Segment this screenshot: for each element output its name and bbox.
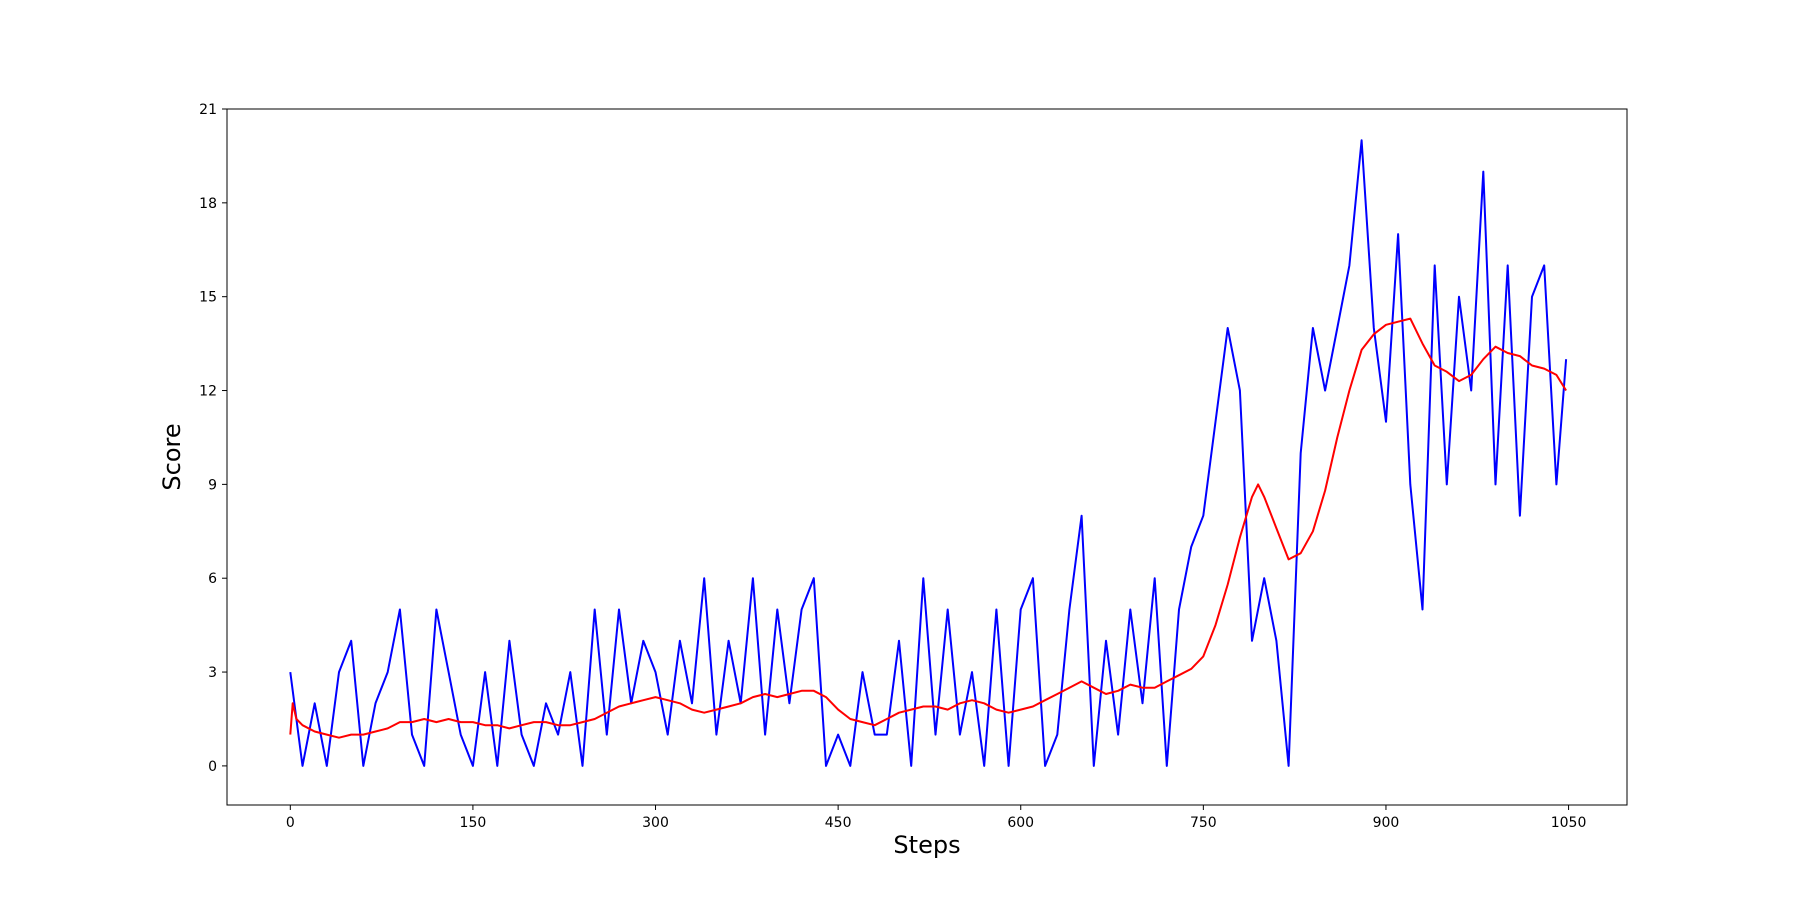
- series-line-1: [289, 139, 1568, 767]
- y-tick-label: 15: [199, 290, 217, 306]
- x-axis-ticks: 0 150 300 450 600 750 900 1050: [286, 805, 1587, 831]
- x-tick-label: 0: [286, 815, 295, 831]
- x-tick-label: 450: [825, 815, 852, 831]
- series-line-2: [289, 317, 1567, 739]
- y-tick-label: 6: [208, 571, 217, 587]
- y-tick-label: 9: [208, 477, 217, 493]
- x-tick-label: 300: [642, 815, 669, 831]
- y-tick-label: 12: [199, 384, 217, 400]
- y-tick-label: 0: [208, 759, 217, 775]
- y-tick-label: 18: [199, 196, 217, 212]
- x-axis-title: Steps: [893, 831, 960, 859]
- y-tick-label: 3: [208, 665, 217, 681]
- y-tick-label: 21: [199, 102, 217, 118]
- x-tick-label: 750: [1190, 815, 1217, 831]
- plot-frame: [226, 108, 1628, 806]
- x-tick-label: 600: [1007, 815, 1034, 831]
- y-axis-title: Score: [158, 423, 186, 490]
- x-tick-label: 900: [1373, 815, 1400, 831]
- x-tick-label: 1050: [1551, 815, 1587, 831]
- y-axis-ticks: 0 3 6 9 12 15 18 21: [199, 102, 227, 775]
- series-layer: [289, 139, 1568, 767]
- x-tick-label: 150: [460, 815, 487, 831]
